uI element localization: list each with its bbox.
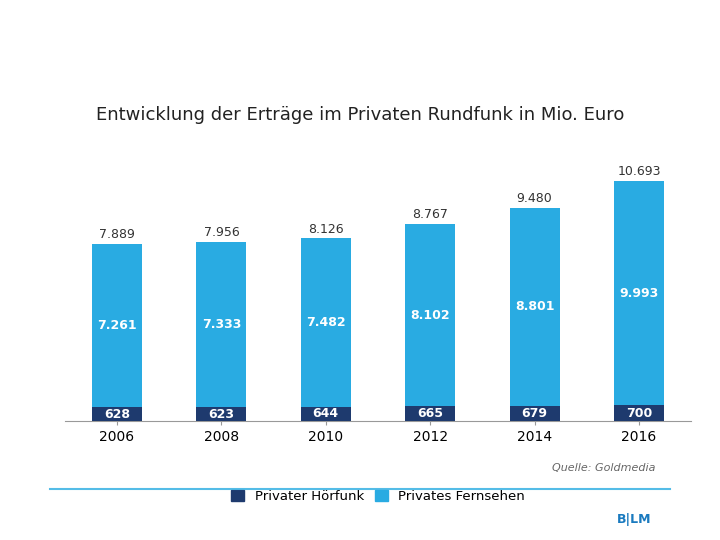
Bar — [197, 407, 246, 421]
Text: 7.889: 7.889 — [99, 228, 135, 241]
Bar — [614, 180, 664, 406]
Bar — [405, 406, 455, 421]
Bar — [92, 407, 142, 421]
Bar — [614, 406, 664, 421]
Text: Entwicklung der Erträge im Privaten Rundfunk in Mio. Euro: Entwicklung der Erträge im Privaten Rund… — [96, 106, 624, 124]
Bar — [405, 224, 455, 406]
Text: Quelle: Goldmedia: Quelle: Goldmedia — [552, 462, 655, 472]
Bar — [92, 244, 142, 407]
Text: B|LM: B|LM — [617, 514, 652, 526]
Text: 628: 628 — [104, 408, 130, 421]
Legend: Privater Hörfunk, Privates Fernsehen: Privater Hörfunk, Privates Fernsehen — [228, 487, 528, 505]
Bar — [301, 407, 351, 421]
Text: 644: 644 — [312, 408, 339, 421]
Text: 8.767: 8.767 — [413, 208, 448, 221]
Text: 9.480: 9.480 — [517, 192, 552, 205]
Text: 623: 623 — [208, 408, 235, 421]
Bar — [510, 406, 559, 421]
Text: 7.482: 7.482 — [306, 316, 346, 329]
Text: 8.801: 8.801 — [515, 300, 554, 313]
Text: 8.102: 8.102 — [410, 308, 450, 322]
Text: 7.333: 7.333 — [202, 318, 241, 331]
Text: 679: 679 — [521, 407, 548, 420]
Text: 700: 700 — [626, 407, 652, 420]
Bar — [510, 208, 559, 406]
Text: 10.693: 10.693 — [617, 165, 661, 178]
Text: 665: 665 — [417, 407, 444, 420]
Bar — [301, 238, 351, 407]
Text: 9.993: 9.993 — [619, 287, 659, 300]
Bar — [197, 242, 246, 407]
Text: 8.126: 8.126 — [308, 222, 343, 235]
Text: 7.261: 7.261 — [97, 319, 137, 332]
Text: 7.956: 7.956 — [204, 226, 239, 240]
